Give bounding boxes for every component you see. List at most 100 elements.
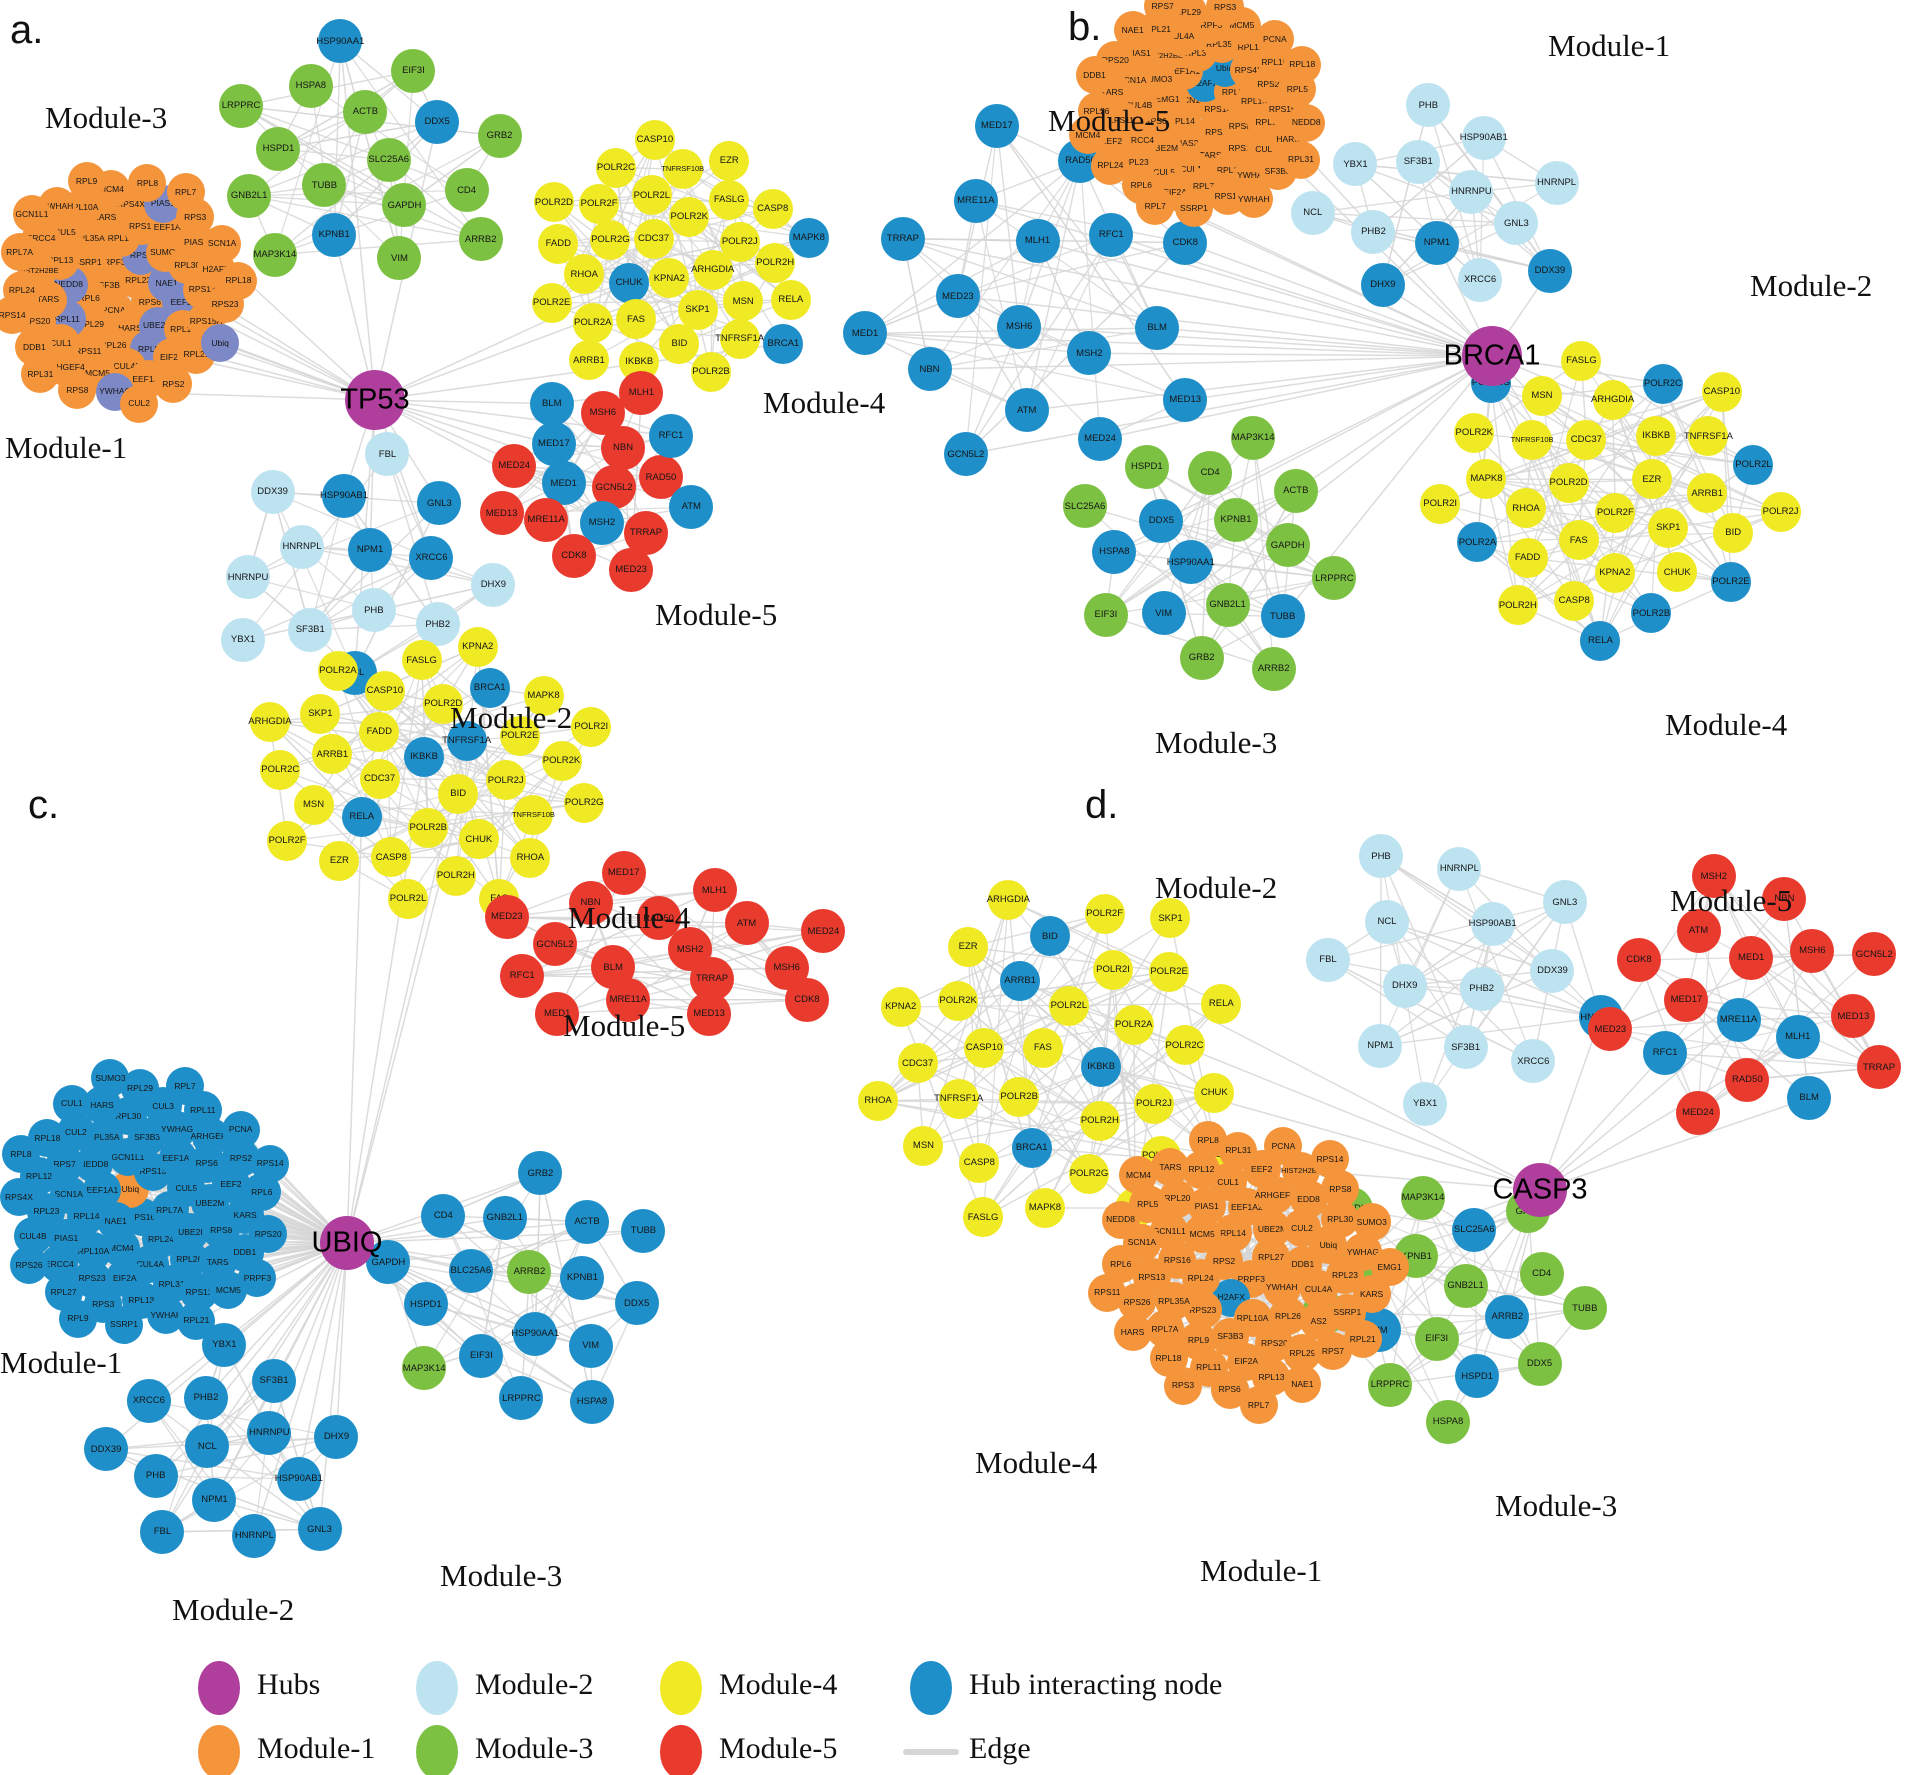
node-MAP3K14[interactable]: MAP3K14 bbox=[252, 232, 297, 277]
node-RPS8[interactable]: RPS8 bbox=[58, 371, 97, 410]
node-RPL8[interactable]: RPL8 bbox=[128, 164, 167, 203]
node-MED24[interactable]: MED24 bbox=[1078, 417, 1123, 462]
node-NBN[interactable]: NBN bbox=[1762, 876, 1807, 921]
node-CDC37[interactable]: CDC37 bbox=[633, 219, 674, 260]
node-CASP10[interactable]: CASP10 bbox=[1701, 371, 1742, 412]
node-ATM[interactable]: ATM bbox=[1004, 388, 1049, 433]
node-NPM1[interactable]: NPM1 bbox=[192, 1477, 237, 1522]
node-ATM[interactable]: ATM bbox=[1676, 908, 1721, 953]
node-FBL[interactable]: FBL bbox=[140, 1509, 185, 1554]
node-CDK8[interactable]: CDK8 bbox=[551, 534, 596, 579]
node-HNRNPU[interactable]: HNRNPU bbox=[247, 1411, 292, 1456]
node-RPS11[interactable]: RPS11 bbox=[1088, 1273, 1127, 1312]
node-IKBKB[interactable]: IKBKB bbox=[1081, 1047, 1122, 1088]
node-MAPK8[interactable]: MAPK8 bbox=[788, 217, 829, 258]
node-GNB2L1[interactable]: GNB2L1 bbox=[482, 1195, 527, 1240]
node-ARRB1[interactable]: ARRB1 bbox=[569, 340, 609, 381]
node-POLR2K[interactable]: POLR2K bbox=[541, 740, 582, 781]
node-GNL3[interactable]: GNL3 bbox=[417, 481, 462, 526]
node-MAP3K14[interactable]: MAP3K14 bbox=[402, 1346, 447, 1391]
node-NAE1[interactable]: NAE1 bbox=[1113, 10, 1152, 49]
node-MRE11A[interactable]: MRE11A bbox=[1716, 997, 1761, 1042]
node-POLR2G[interactable]: POLR2G bbox=[590, 219, 631, 260]
node-HNRNPU[interactable]: HNRNPU bbox=[226, 555, 271, 600]
node-MAPK8[interactable]: MAPK8 bbox=[1466, 459, 1507, 500]
node-MLH1[interactable]: MLH1 bbox=[1775, 1014, 1820, 1059]
node-HSPA8[interactable]: HSPA8 bbox=[1426, 1400, 1471, 1445]
node-RPL31[interactable]: RPL31 bbox=[21, 355, 60, 394]
node-CD4[interactable]: CD4 bbox=[1519, 1251, 1564, 1296]
node-RAD50[interactable]: RAD50 bbox=[636, 896, 681, 941]
node-RHOA[interactable]: RHOA bbox=[510, 837, 551, 878]
node-HSP90AB1[interactable]: HSP90AB1 bbox=[1460, 115, 1508, 160]
node-RHOA[interactable]: RHOA bbox=[564, 254, 605, 295]
node-POLR2A[interactable]: POLR2A bbox=[1457, 522, 1498, 563]
node-BLM[interactable]: BLM bbox=[1787, 1075, 1832, 1120]
node-GNB2L1[interactable]: GNB2L1 bbox=[1443, 1263, 1488, 1308]
node-RPS26[interactable]: RPS26 bbox=[10, 1245, 49, 1284]
node-EZR[interactable]: EZR bbox=[319, 840, 360, 881]
node-RPS14[interactable]: RPS14 bbox=[0, 295, 32, 334]
node-CASP8[interactable]: CASP8 bbox=[371, 837, 412, 878]
node-RPL8[interactable]: RPL8 bbox=[1, 1134, 40, 1173]
node-MAP3K14[interactable]: MAP3K14 bbox=[1400, 1176, 1445, 1221]
node-MSH2[interactable]: MSH2 bbox=[579, 500, 624, 545]
node-RPL7[interactable]: RPL7 bbox=[1239, 1385, 1278, 1424]
node-HSP90AA1[interactable]: HSP90AA1 bbox=[316, 19, 364, 64]
node-CASP10[interactable]: CASP10 bbox=[634, 119, 675, 160]
node-TRRAP[interactable]: TRRAP bbox=[1856, 1045, 1901, 1090]
node-MED24[interactable]: MED24 bbox=[492, 443, 537, 488]
node-CDC37[interactable]: CDC37 bbox=[897, 1043, 938, 1084]
node-FASLG[interactable]: FASLG bbox=[401, 640, 442, 681]
node-BRCA1[interactable]: BRCA1 bbox=[1011, 1127, 1052, 1168]
node-GNL3[interactable]: GNL3 bbox=[1494, 201, 1539, 246]
node-GRB2[interactable]: GRB2 bbox=[1179, 636, 1224, 681]
node-YWHAH[interactable]: YWHAH bbox=[1234, 180, 1273, 219]
node-ACTB[interactable]: ACTB bbox=[1273, 468, 1318, 513]
node-FASLG[interactable]: FASLG bbox=[1561, 340, 1602, 381]
node-POLR2F[interactable]: POLR2F bbox=[267, 821, 308, 862]
node-KPNB1[interactable]: KPNB1 bbox=[1213, 498, 1258, 543]
node-SUMO3[interactable]: SUMO3 bbox=[1352, 1203, 1391, 1242]
node-GAPDH[interactable]: GAPDH bbox=[1265, 523, 1310, 568]
node-KPNA2[interactable]: KPNA2 bbox=[457, 626, 498, 667]
node-ARRB2[interactable]: ARRB2 bbox=[1251, 646, 1296, 691]
node-POLR2I[interactable]: POLR2I bbox=[1093, 950, 1134, 991]
node-HARS[interactable]: HARS bbox=[1113, 1313, 1152, 1352]
node-HNRNPL[interactable]: HNRNPL bbox=[1534, 160, 1579, 205]
node-MED17[interactable]: MED17 bbox=[1664, 977, 1709, 1022]
node-POLR2I[interactable]: POLR2I bbox=[571, 706, 612, 747]
node-HSPA8[interactable]: HSPA8 bbox=[569, 1379, 614, 1424]
node-MED17[interactable]: MED17 bbox=[531, 422, 576, 467]
node-FADD[interactable]: FADD bbox=[538, 223, 579, 264]
node-HSPD1[interactable]: HSPD1 bbox=[1455, 1354, 1500, 1399]
node-FAS[interactable]: FAS bbox=[1558, 520, 1599, 561]
node-ARRB1[interactable]: ARRB1 bbox=[1000, 960, 1041, 1001]
node-MLH1[interactable]: MLH1 bbox=[692, 868, 737, 913]
node-HSP90AB1[interactable]: HSP90AB1 bbox=[275, 1457, 323, 1502]
node-RPS20[interactable]: RPS20 bbox=[249, 1215, 288, 1254]
node-RPL21[interactable]: RPL21 bbox=[1343, 1320, 1382, 1359]
node-BRCA1[interactable]: BRCA1 bbox=[763, 323, 804, 364]
node-HNRNPL[interactable]: HNRNPL bbox=[232, 1514, 277, 1559]
node-RPS2[interactable]: RPS2 bbox=[154, 364, 193, 403]
node-RPS14[interactable]: RPS14 bbox=[251, 1144, 290, 1183]
node-DDX5[interactable]: DDX5 bbox=[614, 1281, 659, 1326]
node-MSN[interactable]: MSN bbox=[903, 1125, 944, 1166]
node-RPL9[interactable]: RPL9 bbox=[67, 161, 106, 200]
node-POLR2B[interactable]: POLR2B bbox=[999, 1077, 1040, 1118]
node-ARRB1[interactable]: ARRB1 bbox=[312, 734, 353, 775]
node-NBN[interactable]: NBN bbox=[907, 347, 952, 392]
node-MED24[interactable]: MED24 bbox=[801, 909, 846, 954]
node-FADD[interactable]: FADD bbox=[359, 712, 400, 753]
node-HSPA8[interactable]: HSPA8 bbox=[288, 64, 333, 109]
node-MSN[interactable]: MSN bbox=[293, 784, 334, 825]
node-EIF3I[interactable]: EIF3I bbox=[391, 48, 436, 93]
node-MED23[interactable]: MED23 bbox=[609, 547, 654, 592]
node-CHUK[interactable]: CHUK bbox=[1194, 1073, 1235, 1114]
node-POLR2L[interactable]: POLR2L bbox=[631, 175, 672, 216]
node-CD4[interactable]: CD4 bbox=[421, 1193, 466, 1238]
node-TNFRSF10B[interactable]: TNFRSF10B bbox=[512, 794, 555, 835]
node-TUBB[interactable]: TUBB bbox=[1562, 1286, 1607, 1331]
node-RPL7A[interactable]: RPL7A bbox=[0, 233, 39, 272]
